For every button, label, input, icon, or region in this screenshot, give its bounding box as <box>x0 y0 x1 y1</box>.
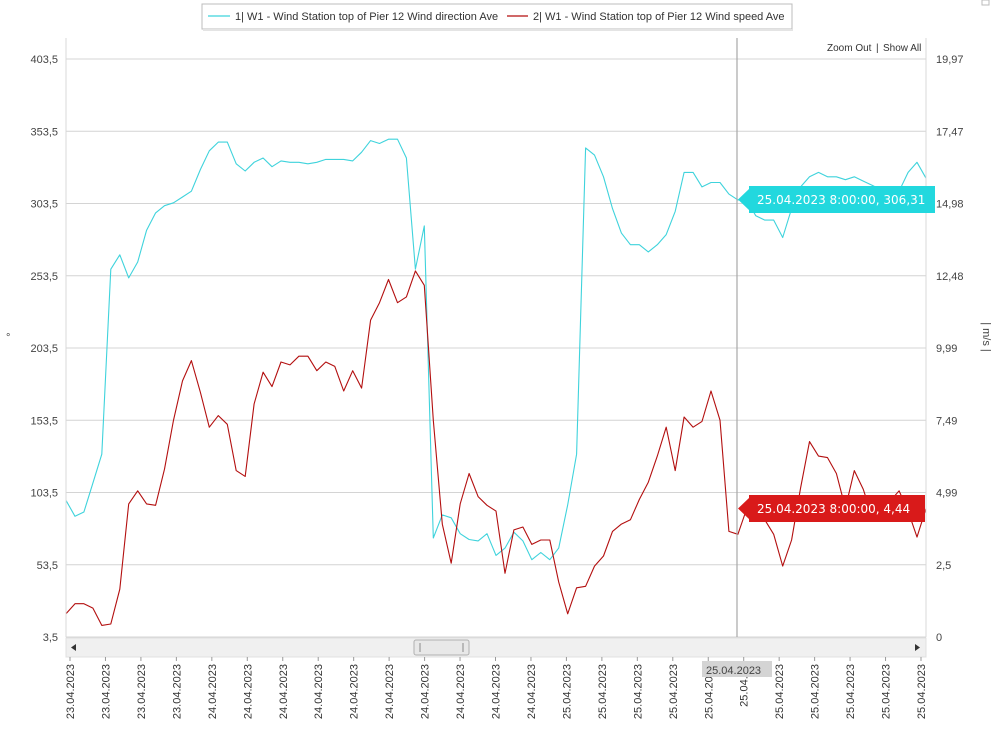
y-left-tick-label: 203,5 <box>30 343 58 355</box>
x-tick-label: 25.04.2023 <box>845 664 857 719</box>
y-right-tick-label: 4,99 <box>936 488 957 500</box>
arrow-left-icon[interactable] <box>71 644 76 651</box>
x-tick-label: 25.04.2023 <box>668 664 680 719</box>
y-left-tick-label: 3,5 <box>43 632 58 644</box>
x-tick-label: 24.04.2023 <box>384 664 396 719</box>
y-right-tick-label: 14,98 <box>936 199 964 211</box>
legend-box <box>201 3 793 30</box>
x-axis: 23.04.2023 23.04.2023 23.04.2023 23.04.2023… <box>65 657 928 719</box>
crosshair-x-label-box <box>702 661 772 677</box>
tooltip-direction-box <box>738 186 935 213</box>
scrollbar-track[interactable] <box>65 637 927 658</box>
tooltip-direction: 25.04.2023 8:00:00, 306,31 <box>738 186 935 213</box>
x-tick-label: 25.04.2023 <box>916 664 928 719</box>
y-left-tick-label: 353,5 <box>30 126 58 138</box>
y-left-tick-label: 253,5 <box>30 271 58 283</box>
x-tick-label: 23.04.2023 <box>65 664 77 719</box>
x-tick-label: 25.04.2023 <box>703 664 715 719</box>
legend-label-direction[interactable]: 1| W1 - Wind Station top of Pier 12 Wind… <box>235 11 498 23</box>
x-tick-label: 24.04.2023 <box>455 664 467 719</box>
gridlines <box>66 58 926 638</box>
x-tick-label: 24.04.2023 <box>526 664 538 719</box>
y-right-tick-label: 9,99 <box>936 343 957 355</box>
y-axis-right-title: | m/s | <box>980 322 992 352</box>
show-all-link[interactable]: Show All <box>883 43 921 54</box>
zoom-out-link[interactable]: Zoom Out <box>827 43 872 54</box>
legend: 1| W1 - Wind Station top of Pier 12 Wind… <box>201 3 793 31</box>
x-tick-label: 24.04.2023 <box>349 664 361 719</box>
y-left-tick-label: 153,5 <box>30 415 58 427</box>
y-right-tick-label: 0 <box>936 632 942 644</box>
series-line-direction[interactable] <box>65 138 927 561</box>
tooltip-direction-text: 25.04.2023 8:00:00, 306,31 <box>757 193 925 207</box>
x-tick-label: 25.04.2023 <box>774 664 786 719</box>
x-tick-label: 24.04.2023 <box>278 664 290 719</box>
x-tick-label: 24.04.2023 <box>491 664 503 719</box>
x-tick-label: 25.04.2023 <box>881 664 893 719</box>
series-layer <box>65 138 927 626</box>
y-right-tick-label: 17,47 <box>936 126 964 138</box>
y-axis-right: 19,97 17,47 14,98 12,48 9,99 7,49 4,99 2,5 0 <box>936 54 964 644</box>
y-right-tick-label: 7,49 <box>936 415 957 427</box>
x-tick-label: 23.04.2023 <box>171 664 183 719</box>
x-tick-label: 25.04.2023 <box>810 664 822 719</box>
y-left-tick-label: 303,5 <box>30 199 58 211</box>
crosshair-x-label: 25.04.2023 <box>702 661 772 677</box>
x-tick-label: 24.04.2023 <box>420 664 432 719</box>
y-left-tick-label: 403,5 <box>30 54 58 66</box>
scrollbar-thumb[interactable] <box>413 639 470 656</box>
x-tick-label: 25.04.2023 <box>632 664 644 719</box>
y-left-tick-label: 103,5 <box>30 488 58 500</box>
x-tick-label: 23.04.2023 <box>136 664 148 719</box>
arrow-right-icon[interactable] <box>915 644 920 651</box>
x-tick-label: 25.04.2023 <box>561 664 573 719</box>
zoom-separator: | <box>876 43 879 54</box>
tooltip-speed-box <box>738 495 925 522</box>
y-right-tick-label: 2,5 <box>936 560 951 572</box>
x-tick-label: 23.04.2023 <box>100 664 112 719</box>
y-right-tick-label: 19,97 <box>936 54 964 66</box>
tooltip-speed: 25.04.2023 8:00:00, 4,44 <box>738 495 925 522</box>
x-tick-label: 24.04.2023 <box>207 664 219 719</box>
series-line-speed[interactable] <box>65 270 927 626</box>
crosshair-x-label-text: 25.04.2023 <box>706 665 761 677</box>
y-axis-left: 403,5 353,5 303,5 253,5 203,5 153,5 103,5 53,5 3… <box>30 54 58 644</box>
y-axis-left-title: ° <box>6 332 10 344</box>
legend-label-speed[interactable]: 2| W1 - Wind Station top of Pier 12 Wind… <box>533 11 785 23</box>
zoom-controls: Zoom Out | Show All <box>827 43 921 54</box>
y-left-tick-label: 53,5 <box>37 560 58 572</box>
x-tick-label: 24.04.2023 <box>313 664 325 719</box>
y-right-tick-label: 12,48 <box>936 271 964 283</box>
x-tick-label: 24.04.2023 <box>242 664 254 719</box>
tooltip-speed-text: 25.04.2023 8:00:00, 4,44 <box>757 502 910 516</box>
horizontal-scrollbar[interactable] <box>65 637 927 658</box>
corner-resize-icon[interactable] <box>981 0 990 6</box>
x-tick-label: 25.04.2023 <box>597 664 609 719</box>
